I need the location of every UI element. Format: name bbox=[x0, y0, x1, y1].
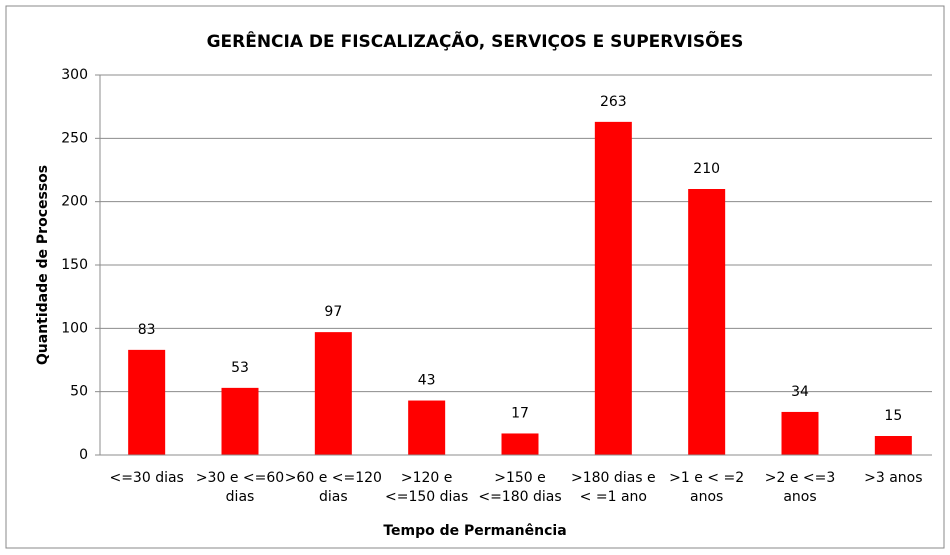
data-label: 15 bbox=[884, 408, 902, 424]
x-axis-title: Tempo de Permanência bbox=[383, 523, 566, 539]
x-tick-label: <=30 dias bbox=[109, 470, 184, 486]
bar bbox=[408, 400, 446, 455]
bar bbox=[594, 121, 632, 455]
y-axis-title: Quantidade de Processos bbox=[35, 165, 51, 365]
bar bbox=[128, 349, 166, 455]
chart-frame bbox=[5, 5, 945, 549]
x-tick-label: >60 e <=120 dias bbox=[284, 470, 382, 505]
y-tick-label: 150 bbox=[61, 257, 88, 273]
data-label: 17 bbox=[511, 405, 529, 421]
bar bbox=[688, 189, 726, 455]
data-label: 83 bbox=[138, 322, 156, 338]
y-tick-label: 100 bbox=[61, 320, 88, 336]
data-label: 210 bbox=[693, 161, 720, 177]
bar bbox=[221, 387, 259, 455]
data-label: 43 bbox=[418, 373, 436, 389]
x-tick-label: >2 e <=3 anos bbox=[764, 470, 836, 505]
data-label: 97 bbox=[324, 304, 342, 320]
x-tick-label: >30 e <=60 dias bbox=[195, 470, 285, 505]
y-tick-label: 200 bbox=[61, 194, 88, 210]
x-tick-label: >3 anos bbox=[864, 470, 923, 486]
x-tick-label: >180 dias e < =1 ano bbox=[571, 470, 656, 505]
data-label: 34 bbox=[791, 384, 809, 400]
data-label: 53 bbox=[231, 360, 249, 376]
bar bbox=[501, 433, 539, 455]
bar bbox=[874, 436, 912, 455]
y-tick-label: 0 bbox=[79, 447, 88, 463]
bar bbox=[781, 411, 819, 455]
chart-title: GERÊNCIA DE FISCALIZAÇÃO, SERVIÇOS E SUP… bbox=[207, 29, 744, 52]
bar bbox=[314, 332, 352, 455]
data-label: 263 bbox=[600, 94, 627, 110]
x-tick-label: >150 e <=180 dias bbox=[478, 470, 562, 505]
y-tick-label: 50 bbox=[70, 384, 88, 400]
y-tick-label: 250 bbox=[61, 130, 88, 146]
y-tick-label: 300 bbox=[61, 67, 88, 83]
x-tick-label: >1 e < =2 anos bbox=[669, 470, 745, 505]
x-tick-label: >120 e <=150 dias bbox=[385, 470, 469, 505]
